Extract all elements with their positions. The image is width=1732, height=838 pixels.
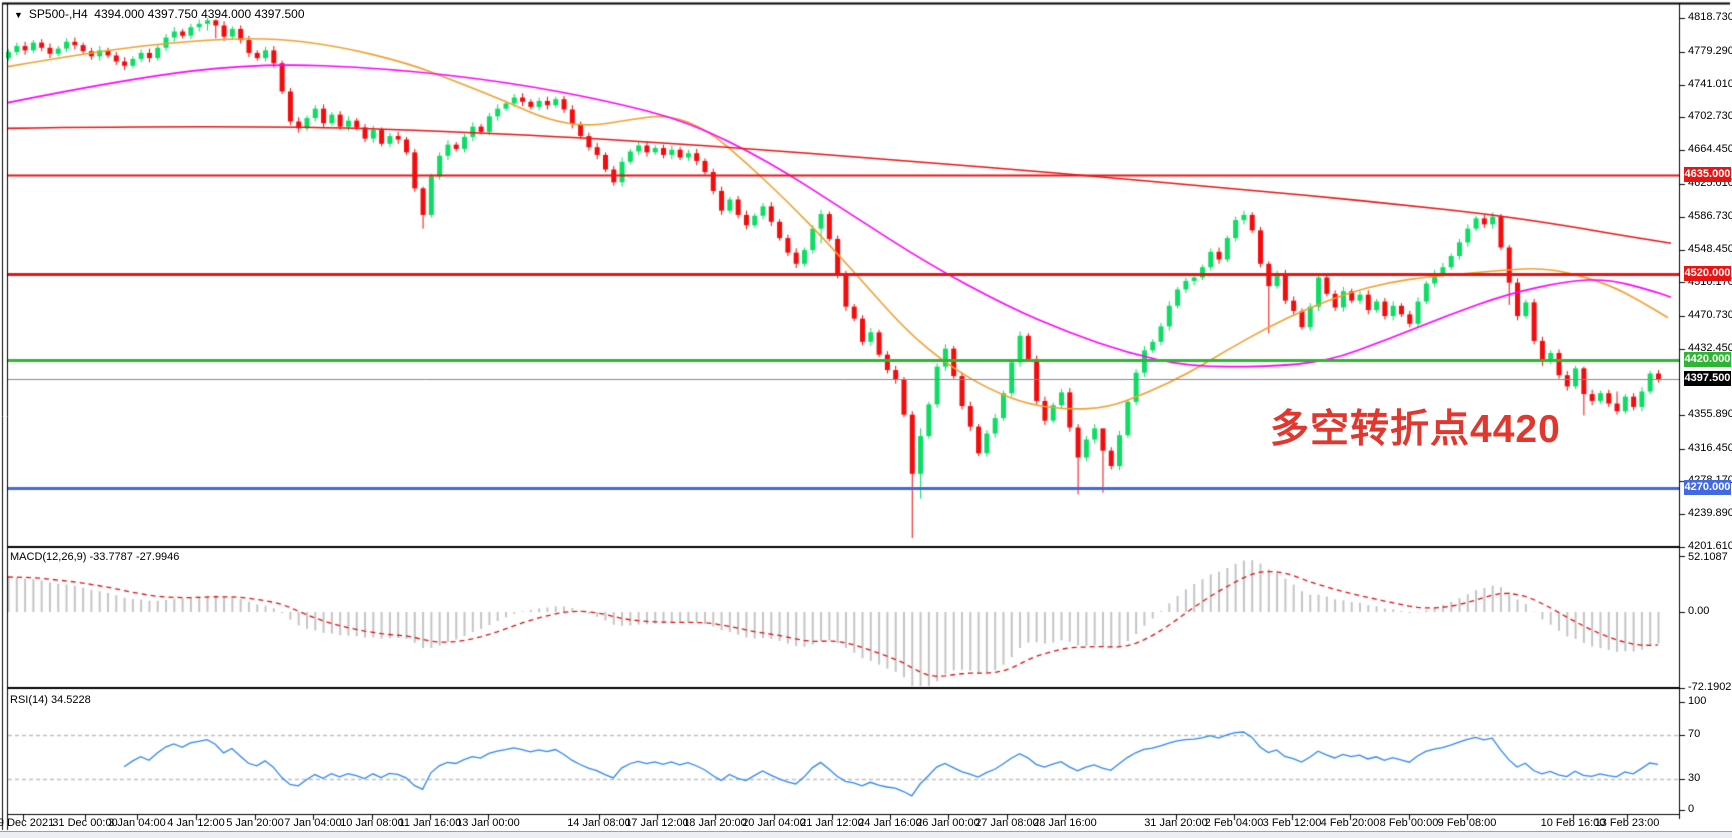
price-tick-label: 4432.450 — [1688, 342, 1732, 355]
time-axis-label: 3 Jan 04:00 — [108, 817, 166, 829]
macd-indicator-name: MACD(12,26,9) — [10, 551, 87, 563]
time-axis-label: 31 Jan 20:00 — [1144, 817, 1208, 829]
time-axis-label: 11 Jan 16:00 — [398, 817, 462, 829]
macd-tick-label: 52.1087 — [1688, 551, 1728, 563]
chart-dropdown-icon[interactable]: ▼ — [14, 10, 23, 20]
time-axis-label: 2 Feb 04:00 — [1204, 817, 1264, 829]
time-axis-label: 20 Jan 04:00 — [742, 817, 806, 829]
price-tick-label: 4664.450 — [1688, 143, 1732, 156]
time-axis-label: 28 Jan 16:00 — [1033, 817, 1097, 829]
time-axis-label: 4 Feb 20:00 — [1320, 817, 1380, 829]
price-line-badge: 4270.000 — [1684, 480, 1731, 496]
price-tick-label: 4702.730 — [1688, 110, 1732, 123]
time-axis-label: 24 Jan 16:00 — [858, 817, 922, 829]
chart-title: ▼ SP500-,H4 4394.000 4397.750 4394.000 43… — [14, 7, 305, 21]
time-axis-label: 31 Dec 00:00 — [52, 817, 118, 829]
price-tick-label: 4741.010 — [1688, 77, 1732, 90]
price-tick-label: 4586.730 — [1688, 209, 1732, 222]
time-axis-label: 13 Feb 23:00 — [1594, 817, 1660, 829]
time-axis-label: 7 Jan 04:00 — [284, 817, 342, 829]
macd-signal-value: -27.9946 — [135, 551, 180, 563]
rsi-tick-label: 0 — [1688, 803, 1695, 815]
price-line-badge: 4420.000 — [1684, 351, 1731, 367]
price-tick-label: 4470.730 — [1688, 309, 1732, 322]
price-line-badge: 4520.000 — [1684, 266, 1731, 282]
time-axis-label: 4 Jan 12:00 — [167, 817, 225, 829]
time-axis-label: 18 Jan 20:00 — [683, 817, 747, 829]
price-tick-label: 4818.730 — [1688, 11, 1732, 23]
time-axis-label: 17 Jan 12:00 — [625, 817, 689, 829]
rsi-value: 34.5228 — [50, 694, 91, 706]
time-axis-label: 27 Jan 08:00 — [975, 817, 1039, 829]
time-axis-label: 3 Feb 12:00 — [1262, 817, 1322, 829]
price-tick-label: 4779.290 — [1688, 44, 1732, 57]
macd-tick-label: -72.1902 — [1688, 681, 1732, 693]
rsi-tick-label: 100 — [1688, 695, 1707, 707]
time-axis-label: 9 Feb 08:00 — [1437, 817, 1497, 829]
rsi-tick-label: 70 — [1688, 728, 1701, 740]
macd-label-row: MACD(12,26,9) -33.7787 -27.9946 — [10, 551, 179, 563]
time-axis-label: 8 Feb 00:00 — [1379, 817, 1439, 829]
price-tick-label: 4548.450 — [1688, 242, 1732, 255]
ohlc-values: 4394.000 4397.750 4394.000 4397.500 — [94, 7, 305, 21]
price-tick-label: 4316.450 — [1688, 441, 1732, 454]
price-line-badge: 4397.500 — [1684, 371, 1731, 387]
time-axis-label: 10 Feb 16:00 — [1540, 817, 1606, 829]
time-axis-label: 26 Jan 00:00 — [916, 817, 980, 829]
window-bottom-edge — [0, 831, 1732, 838]
trend-annotation: 多空转折点4420 — [1270, 408, 1561, 451]
time-axis-label: 13 Jan 00:00 — [456, 817, 520, 829]
time-axis-label: 29 Dec 2021 — [0, 817, 55, 829]
macd-tick-label: 0.00 — [1688, 605, 1710, 617]
symbol-timeframe: SP500-,H4 — [28, 7, 88, 21]
price-tick-label: 4239.890 — [1688, 507, 1732, 520]
time-axis-label: 21 Jan 12:00 — [800, 817, 864, 829]
rsi-indicator-name: RSI(14) — [10, 694, 48, 706]
time-axis-label: 5 Jan 20:00 — [226, 817, 284, 829]
price-line-badge: 4635.000 — [1684, 167, 1731, 183]
rsi-label-row: RSI(14) 34.5228 — [10, 694, 91, 706]
price-tick-label: 4355.890 — [1688, 407, 1732, 420]
rsi-tick-label: 30 — [1688, 772, 1701, 784]
price-tick-label: 4201.610 — [1688, 540, 1732, 552]
time-axis-label: 14 Jan 08:00 — [567, 817, 631, 829]
macd-main-value: -33.7787 — [89, 551, 133, 563]
time-axis-label: 10 Jan 08:00 — [340, 817, 404, 829]
